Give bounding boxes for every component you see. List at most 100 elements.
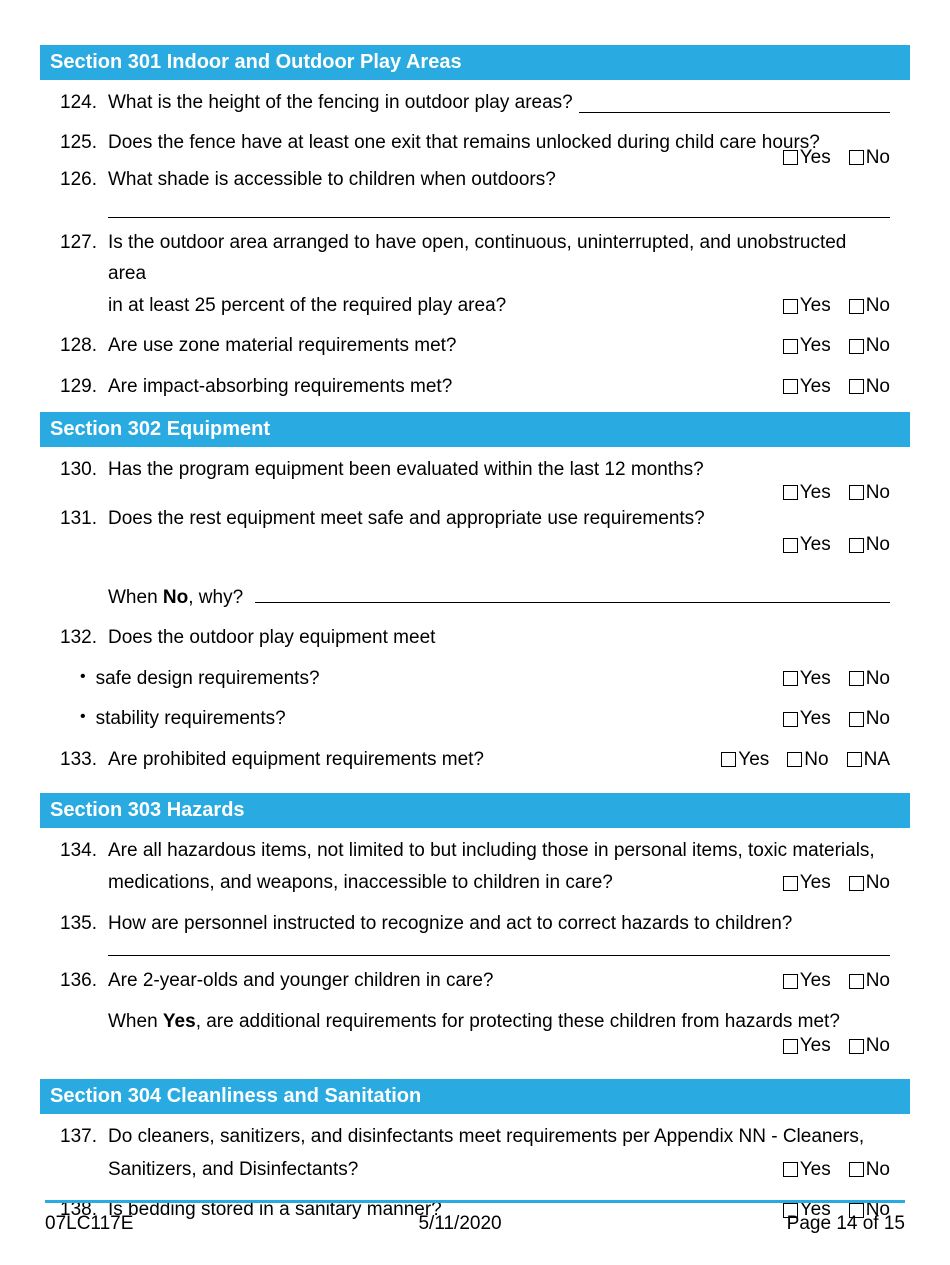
q129-num: 129. <box>60 372 108 402</box>
footer-form-id: 07LC117E <box>45 1213 133 1235</box>
q125-yes[interactable]: Yes <box>783 143 831 173</box>
section-302-content: 130. Has the program equipment been eval… <box>45 447 905 793</box>
q128-answers: Yes No <box>783 331 890 361</box>
q126-input-line[interactable] <box>108 217 890 218</box>
q132-text: Does the outdoor play equipment meet <box>108 623 890 653</box>
q131-why-input-line[interactable] <box>255 579 890 604</box>
q128-yes[interactable]: Yes <box>783 331 831 361</box>
section-301-content: 124. What is the height of the fencing i… <box>45 80 905 402</box>
checkbox-icon <box>849 485 864 500</box>
bullet-icon: • <box>80 664 86 690</box>
q126-num: 126. <box>60 165 108 195</box>
q137-no[interactable]: No <box>849 1155 890 1185</box>
q129-yes[interactable]: Yes <box>783 372 831 402</box>
q124-num: 124. <box>60 88 108 118</box>
q137-text-a: Do cleaners, sanitizers, and disinfectan… <box>108 1122 890 1152</box>
q133-yes[interactable]: Yes <box>721 745 769 775</box>
checkbox-icon <box>783 538 798 553</box>
when-no-label: When No, why? <box>108 587 243 609</box>
checkbox-icon <box>783 379 798 394</box>
q129-row: 129. Are impact-absorbing requirements m… <box>60 372 890 402</box>
q133-row: 133. Are prohibited equipment requiremen… <box>60 745 890 775</box>
q125-no[interactable]: No <box>849 143 890 173</box>
q128-num: 128. <box>60 331 108 361</box>
q128-no[interactable]: No <box>849 331 890 361</box>
checkbox-icon <box>849 538 864 553</box>
q137-yes[interactable]: Yes <box>783 1155 831 1185</box>
q127-num: 127. <box>60 228 108 258</box>
q131-row: 131. Does the rest equipment meet safe a… <box>60 504 890 534</box>
section-303-content: 134. Are all hazardous items, not limite… <box>45 828 905 1079</box>
q125-row: 125. Does the fence have at least one ex… <box>60 128 890 158</box>
q131-answers-row: Yes No <box>60 530 890 560</box>
q131-answers: Yes No <box>783 530 890 560</box>
section-303-header: Section 303 Hazards <box>40 793 910 828</box>
q132-bullet1: • safe design requirements? Yes No <box>60 664 890 694</box>
q127-row-a: 127. Is the outdoor area arranged to hav… <box>60 228 890 289</box>
checkbox-icon <box>849 150 864 165</box>
q134-text-a: Are all hazardous items, not limited to … <box>108 836 890 866</box>
q127-yes[interactable]: Yes <box>783 291 831 321</box>
q134-answers: Yes No <box>783 868 890 898</box>
checkbox-icon <box>847 752 862 767</box>
q132-num: 132. <box>60 623 108 653</box>
q136-sub-no[interactable]: No <box>849 1031 890 1061</box>
q134-yes[interactable]: Yes <box>783 868 831 898</box>
q129-no[interactable]: No <box>849 372 890 402</box>
q134-no[interactable]: No <box>849 868 890 898</box>
q127-text-a: Is the outdoor area arranged to have ope… <box>108 228 890 289</box>
q134-row-a: 134. Are all hazardous items, not limite… <box>60 836 890 866</box>
q132-row: 132. Does the outdoor play equipment mee… <box>60 623 890 653</box>
bullet-icon: • <box>80 704 86 730</box>
checkbox-icon <box>721 752 736 767</box>
q136-no[interactable]: No <box>849 966 890 996</box>
q127-text-b: in at least 25 percent of the required p… <box>108 291 783 321</box>
q132-b1-no[interactable]: No <box>849 664 890 694</box>
checkbox-icon <box>783 671 798 686</box>
q132-b1-answers: Yes No <box>783 664 890 694</box>
q127-answers: Yes No <box>783 291 890 321</box>
q132-b2-yes[interactable]: Yes <box>783 704 831 734</box>
checkbox-icon <box>849 974 864 989</box>
q125-num: 125. <box>60 128 108 158</box>
q137-num: 137. <box>60 1122 108 1152</box>
q135-text: How are personnel instructed to recogniz… <box>108 909 890 939</box>
q131-when-no: When No, why? <box>108 579 890 610</box>
q129-answers: Yes No <box>783 372 890 402</box>
page-footer: 07LC117E 5/11/2020 Page 14 of 15 <box>45 1200 905 1235</box>
q131-text: Does the rest equipment meet safe and ap… <box>108 504 890 534</box>
q126-text: What shade is accessible to children whe… <box>108 165 783 195</box>
q134-row-b: medications, and weapons, inaccessible t… <box>60 868 890 898</box>
q136-when-yes-row: When Yes, are additional requirements fo… <box>60 1007 890 1037</box>
q133-answers: Yes No NA <box>721 745 890 775</box>
q133-na[interactable]: NA <box>847 745 890 775</box>
checkbox-icon <box>849 1039 864 1054</box>
q135-num: 135. <box>60 909 108 939</box>
q135-input-line[interactable] <box>108 955 890 956</box>
checkbox-icon <box>849 379 864 394</box>
checkbox-icon <box>783 150 798 165</box>
q137-answers: Yes No <box>783 1155 890 1185</box>
q130-row: 130. Has the program equipment been eval… <box>60 455 890 485</box>
checkbox-icon <box>783 974 798 989</box>
q124-input-line[interactable] <box>579 88 890 113</box>
q132-b1-yes[interactable]: Yes <box>783 664 831 694</box>
q127-no[interactable]: No <box>849 291 890 321</box>
checkbox-icon <box>849 712 864 727</box>
checkbox-icon <box>849 339 864 354</box>
q132-b2-no[interactable]: No <box>849 704 890 734</box>
q133-no[interactable]: No <box>787 745 828 775</box>
q131-no[interactable]: No <box>849 530 890 560</box>
checkbox-icon <box>783 1162 798 1177</box>
q136-sub-yes[interactable]: Yes <box>783 1031 831 1061</box>
q136-when-yes-text: When Yes, are additional requirements fo… <box>108 1007 890 1037</box>
q136-text: Are 2-year-olds and younger children in … <box>108 966 783 996</box>
q134-num: 134. <box>60 836 108 866</box>
footer-page: Page 14 of 15 <box>787 1213 905 1235</box>
form-page: Section 301 Indoor and Outdoor Play Area… <box>0 0 950 1265</box>
q127-row-b: in at least 25 percent of the required p… <box>60 291 890 321</box>
q131-yes[interactable]: Yes <box>783 530 831 560</box>
q136-yes[interactable]: Yes <box>783 966 831 996</box>
q131-num: 131. <box>60 504 108 534</box>
q133-num: 133. <box>60 745 108 775</box>
